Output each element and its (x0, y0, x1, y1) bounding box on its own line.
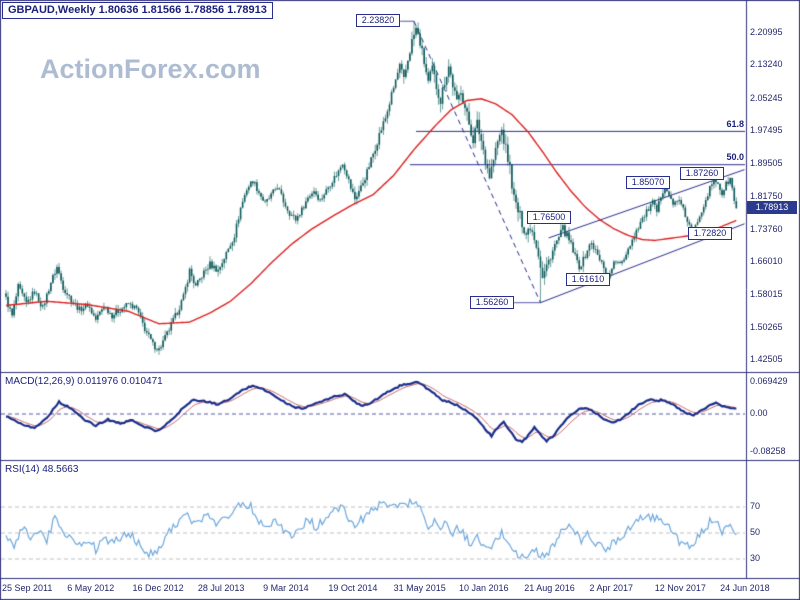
price-axis-tick: 1.58015 (750, 289, 783, 300)
macd-axis-tick: 0.069429 (750, 376, 788, 386)
rsi-indicator-title: RSI(14) 48.5663 (3, 464, 81, 475)
macd-indicator-title: MACD(12,26,9) 0.011976 0.010471 (3, 376, 165, 387)
price-axis-tick: 1.81750 (750, 190, 783, 201)
macd-axis-tick: -0.08258 (750, 446, 786, 457)
date-axis-label: 10 Jan 2016 (458, 583, 509, 593)
price-annotation: 1.56260 (470, 295, 514, 309)
price-axis-tick: 1.73760 (750, 223, 783, 234)
price-axis-tick: 1.97495 (750, 124, 783, 135)
date-axis-label: 21 Aug 2016 (524, 583, 575, 593)
date-axis-label: 28 Jul 2013 (197, 583, 245, 593)
fib-level-label: 61.8 (726, 118, 744, 129)
date-axis-label: 6 May 2012 (67, 583, 115, 593)
price-annotation: 2.23820 (356, 14, 400, 28)
date-axis-label: 25 Sep 2011 (2, 583, 53, 593)
price-axis-tick: 1.50265 (750, 321, 783, 332)
price-annotation: 1.61610 (566, 273, 610, 287)
symbol-ohlc-title: GBPAUD,Weekly 1.80636 1.81566 1.78856 1.… (2, 2, 273, 19)
price-axis-tick: 1.89505 (750, 158, 783, 169)
watermark: ActionForex.com (40, 54, 261, 84)
date-axis-label: 12 Nov 2017 (654, 583, 706, 593)
date-axis-label: 2 Apr 2017 (589, 583, 634, 593)
price-axis-tick: 1.66010 (750, 256, 783, 267)
date-axis-label: 19 Oct 2014 (328, 583, 378, 593)
rsi-axis-tick: 30 (750, 553, 761, 563)
fib-level-label: 50.0 (726, 152, 744, 163)
price-annotation: 1.72820 (688, 226, 732, 240)
date-axis-label: 16 Dec 2012 (132, 583, 184, 593)
price-axis-tick: 2.05245 (750, 92, 783, 103)
price-axis-tick: 1.42505 (750, 354, 783, 364)
date-axis-label: 31 May 2015 (393, 583, 446, 593)
price-annotation: 1.85070 (626, 175, 670, 189)
rsi-axis-tick: 70 (750, 501, 761, 511)
macd-axis-tick: 0.00 (750, 408, 768, 418)
price-annotation: 1.87260 (680, 166, 724, 180)
price-axis-tick: 2.20995 (750, 27, 783, 37)
current-price-tag: 1.78913 (747, 201, 797, 215)
date-axis-label: 24 Jun 2018 (720, 583, 770, 593)
date-axis-label: 9 Mar 2014 (263, 583, 309, 593)
rsi-axis-tick: 50 (750, 527, 761, 537)
price-annotation: 1.76500 (527, 211, 571, 225)
price-axis-tick: 2.13240 (750, 59, 783, 70)
